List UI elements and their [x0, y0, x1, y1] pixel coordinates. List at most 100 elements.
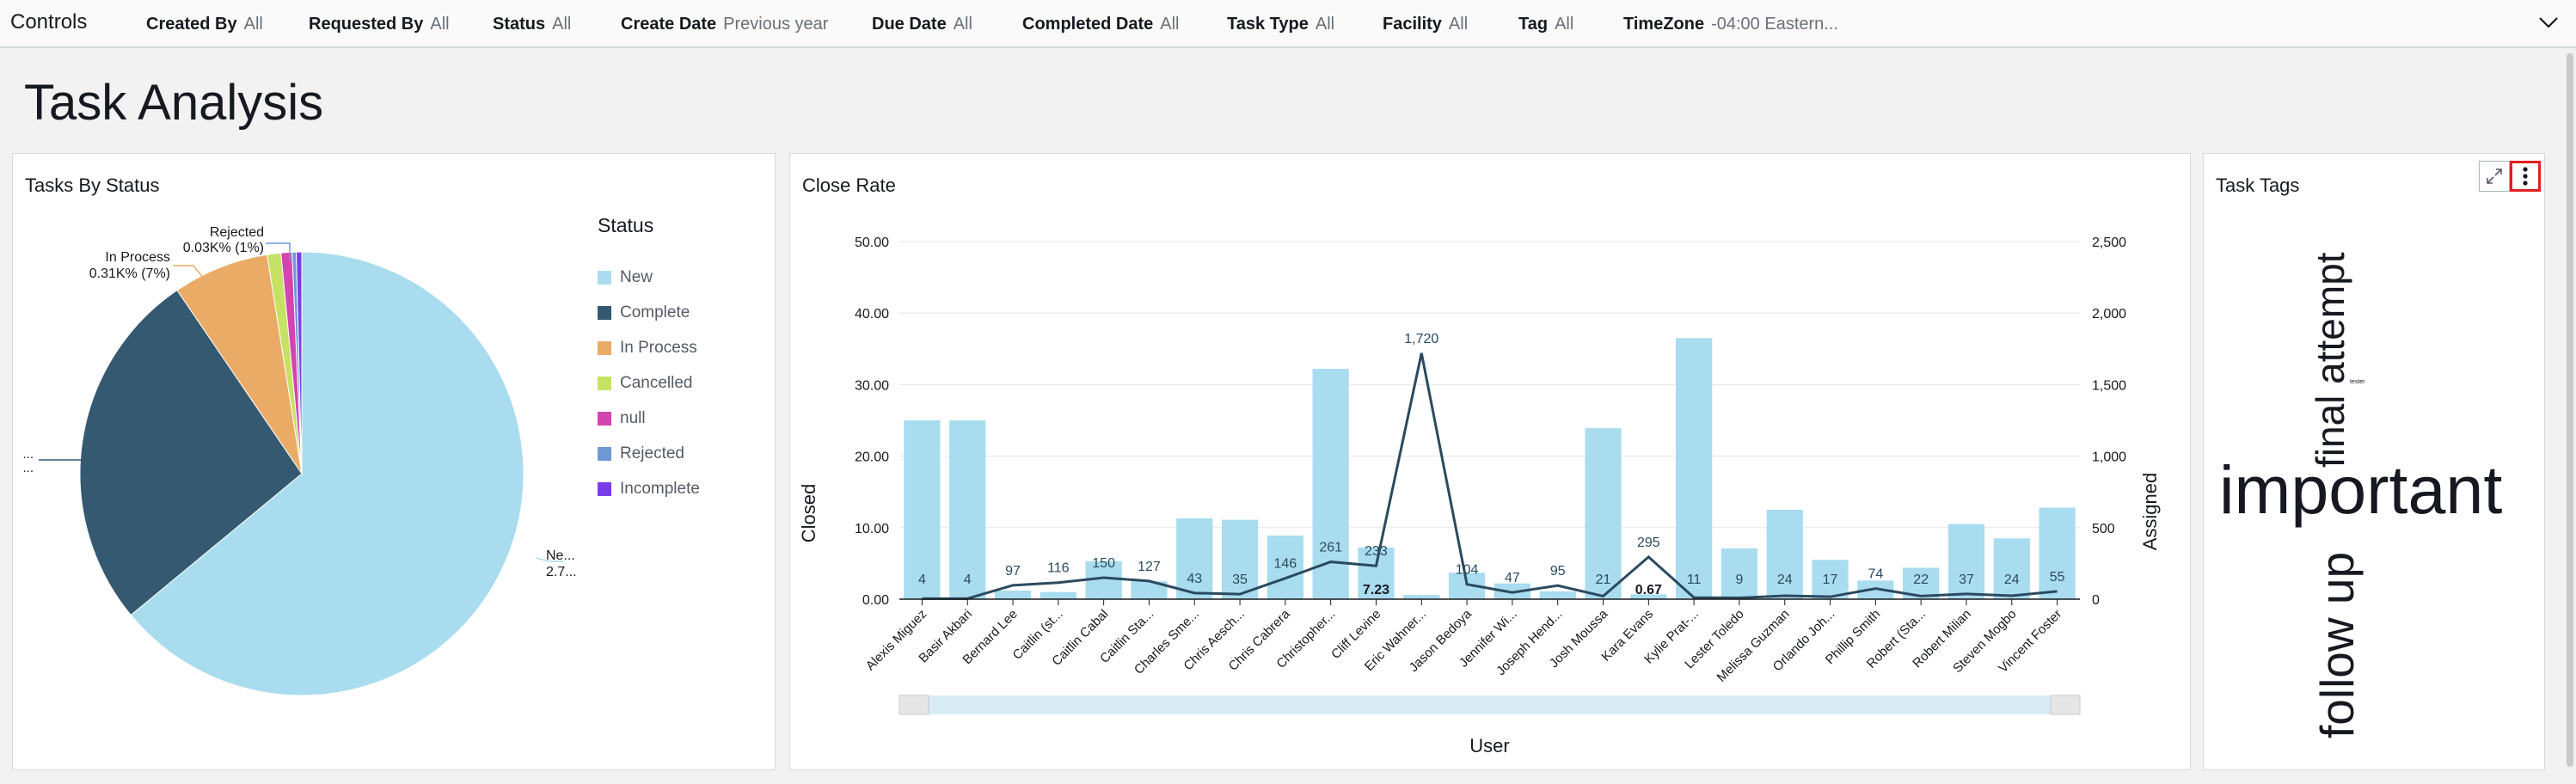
y2-tick-label: 1,000	[2092, 450, 2126, 465]
bar-closed[interactable]	[1131, 581, 1168, 599]
close-rate-panel[interactable]: Close Rate 4 4 97 116 150 127 43 35 146 261 233 7.2…	[789, 153, 2191, 770]
y-tick-label: 50.00	[855, 236, 889, 250]
bar-data-label: 0.67	[1635, 583, 1662, 597]
bar-closed[interactable]	[949, 420, 986, 599]
assigned-line[interactable]	[922, 352, 2058, 600]
bar-closed[interactable]	[1040, 591, 1076, 599]
y2-axis-title: Assigned	[2139, 473, 2161, 551]
line-data-label: 233	[1365, 544, 1388, 559]
pie-slice-new[interactable]	[130, 251, 524, 696]
tag-word-follow-up[interactable]: follow up	[2310, 552, 2364, 738]
y-tick-label: 10.00	[855, 522, 889, 536]
filter-tag[interactable]: Tag All	[1518, 15, 1574, 34]
more-vertical-icon[interactable]	[2510, 161, 2541, 192]
bar-closed[interactable]	[1176, 518, 1213, 599]
legend-swatch	[598, 482, 611, 496]
legend-swatch	[598, 306, 611, 320]
line-data-label: 24	[2004, 573, 2020, 587]
controls-bar: Controls Created By All Requested By All S…	[0, 0, 2576, 48]
bar-closed[interactable]	[994, 591, 1032, 599]
filter-create-date[interactable]: Create Date Previous year	[621, 15, 829, 34]
filter-requested-by[interactable]: Requested By All	[309, 15, 450, 34]
pie-slice-in-process[interactable]	[176, 254, 303, 475]
line-data-label: 97	[1005, 564, 1021, 579]
legend-label: New	[620, 268, 653, 286]
line-data-label: 24	[1777, 573, 1793, 587]
bar-closed[interactable]	[1947, 524, 1985, 599]
legend-item-rejected[interactable]: Rejected	[598, 444, 684, 463]
legend-swatch	[598, 377, 611, 390]
bar-closed[interactable]	[1676, 338, 1713, 599]
bar-closed[interactable]	[1720, 548, 1758, 599]
chart-scrollbar[interactable]	[899, 695, 2080, 714]
bar-closed[interactable]	[1630, 594, 1667, 599]
legend-swatch	[598, 271, 611, 285]
pie-chart[interactable]: Rejected 0.03K% (1%) In Process 0.31K% (…	[13, 154, 580, 771]
x-tick-label: Alexis Miguez	[863, 607, 929, 673]
y-tick-label: 30.00	[855, 378, 889, 393]
legend-item-null[interactable]: null	[598, 409, 646, 428]
bar-data-label: 7.23	[1363, 583, 1389, 597]
line-data-label: 74	[1868, 567, 1883, 582]
tag-word-tester[interactable]: tester	[2350, 379, 2365, 385]
bar-closed[interactable]	[1766, 510, 1803, 599]
page-title: Task Analysis	[24, 75, 324, 131]
bar-closed[interactable]	[1403, 595, 1440, 599]
filter-created-by[interactable]: Created By All	[146, 15, 263, 34]
tasks-by-status-panel[interactable]: Tasks By Status Rejected 0.03K% (1%) In …	[12, 153, 776, 770]
pie-slice-incomplete[interactable]	[296, 251, 303, 475]
panel-title: Task Tags	[2216, 175, 2300, 196]
filter-timezone[interactable]: TimeZone -04:00 Eastern...	[1623, 15, 1838, 34]
task-tags-panel[interactable]: Task Tags important follow up final atte…	[2203, 153, 2545, 770]
tag-word-final-attempt[interactable]: final attempt	[2308, 252, 2352, 468]
legend-label: Complete	[620, 303, 690, 322]
bar-closed[interactable]	[1993, 538, 2030, 599]
bar-closed[interactable]	[1358, 547, 1395, 599]
bar-closed[interactable]	[904, 420, 941, 599]
in-process-callout-value: 0.31K% (7%)	[89, 266, 170, 281]
line-data-label: 4	[918, 573, 926, 587]
filter-task-type[interactable]: Task Type All	[1227, 15, 1335, 34]
tag-word-important[interactable]: important	[2219, 451, 2502, 528]
expand-icon[interactable]	[2479, 161, 2510, 192]
bar-closed[interactable]	[1312, 369, 1349, 599]
rejected-callout-name: Rejected	[210, 225, 264, 240]
close-rate-chart[interactable]: 4 4 97 116 150 127 43 35 146 261 233 7.23 1,720 104 47…	[790, 154, 2192, 771]
legend-item-in-process[interactable]: In Process	[598, 339, 697, 358]
rejected-callout-line	[266, 242, 291, 261]
pie-slice-complete[interactable]	[79, 289, 303, 616]
bar-closed[interactable]	[1267, 535, 1303, 599]
bar-closed[interactable]	[1812, 560, 1849, 599]
chart-scroll-handle-right[interactable]	[2050, 695, 2081, 715]
y2-tick-label: 2,500	[2092, 236, 2126, 250]
chart-scroll-handle-left[interactable]	[899, 695, 929, 715]
bar-closed[interactable]	[1585, 428, 1622, 599]
line-data-label: 104	[1456, 563, 1479, 578]
legend-item-incomplete[interactable]: Incomplete	[598, 480, 700, 499]
filter-completed-date[interactable]: Completed Date All	[1022, 15, 1180, 34]
bar-closed[interactable]	[1539, 591, 1576, 599]
y2-tick-label: 2,000	[2092, 307, 2126, 322]
filter-status[interactable]: Status All	[493, 15, 572, 34]
bar-closed[interactable]	[1221, 519, 1259, 599]
filter-facility[interactable]: Facility All	[1383, 15, 1469, 34]
complete-callout-value: ...	[22, 461, 34, 475]
line-data-label: 127	[1138, 560, 1161, 574]
legend-item-new[interactable]: New	[598, 268, 653, 287]
in-process-callout-line	[173, 265, 212, 288]
new-callout-name: Ne...	[546, 548, 575, 563]
filter-due-date[interactable]: Due Date All	[872, 15, 972, 34]
scrollbar-thumb[interactable]	[2567, 53, 2573, 767]
bar-closed[interactable]	[2039, 507, 2076, 599]
line-data-label: 150	[1092, 556, 1115, 571]
chevron-down-icon[interactable]	[2536, 10, 2561, 34]
line-data-label: 35	[1232, 573, 1248, 587]
vertical-scrollbar[interactable]	[2564, 48, 2576, 784]
legend-label: In Process	[620, 339, 697, 357]
y-axis-title: Closed	[798, 484, 819, 542]
legend-item-cancelled[interactable]: Cancelled	[598, 374, 693, 393]
line-data-label: 295	[1637, 536, 1660, 550]
legend-item-complete[interactable]: Complete	[598, 303, 690, 322]
y-tick-label: 0.00	[862, 593, 889, 608]
line-data-label: 22	[1913, 573, 1929, 587]
